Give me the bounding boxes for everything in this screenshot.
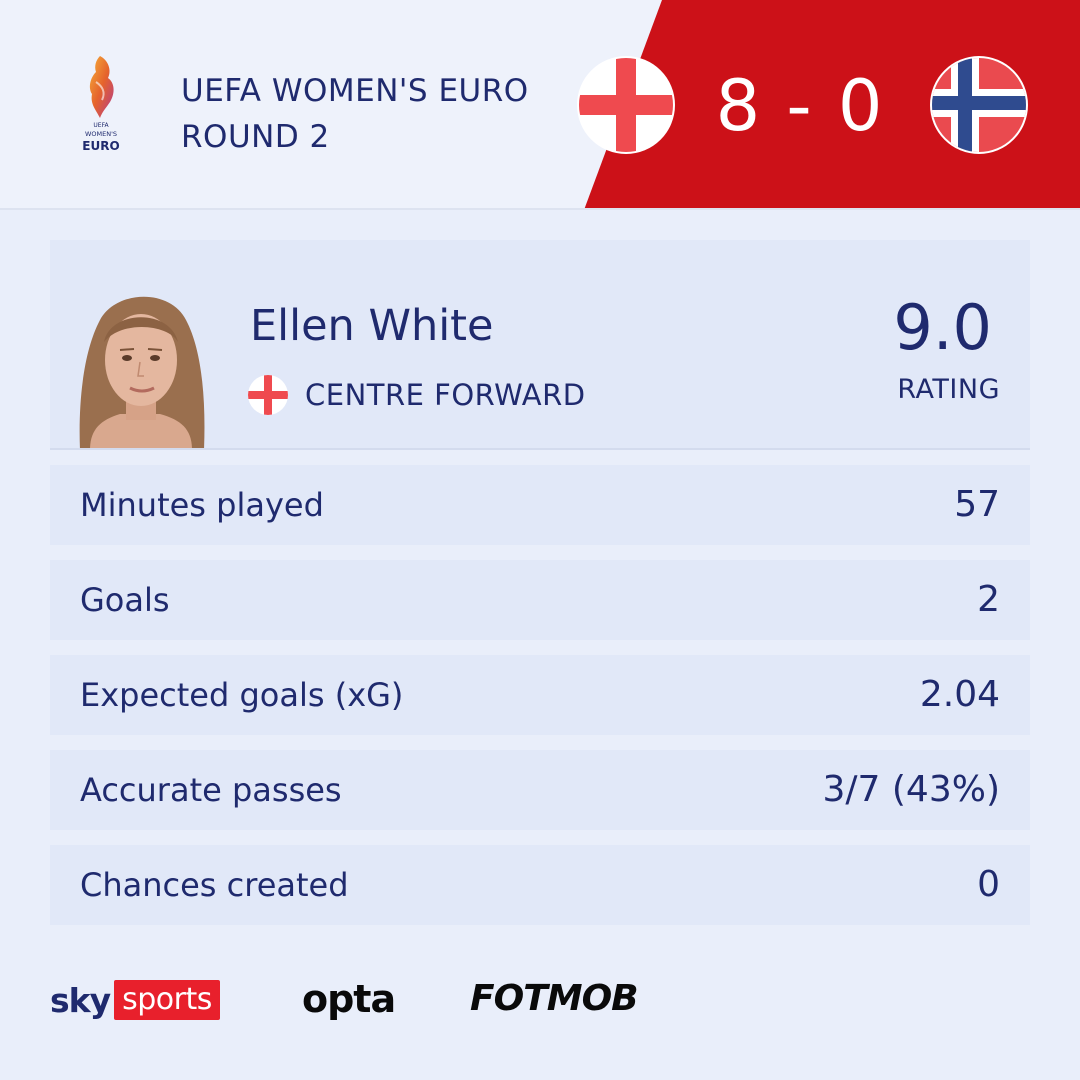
stat-row-accurate-passes: Accurate passes 3/7 (43%) bbox=[50, 750, 1030, 830]
stat-value: 57 bbox=[954, 484, 1000, 525]
stat-row-expected-goals: Expected goals (xG) 2.04 bbox=[50, 655, 1030, 735]
stat-label: Accurate passes bbox=[80, 771, 342, 809]
stat-label: Chances created bbox=[80, 866, 349, 904]
norway-flag-icon bbox=[930, 56, 1028, 154]
opta-logo: opta bbox=[302, 977, 396, 1021]
logo-text-uefa: UEFA bbox=[93, 122, 109, 129]
stat-label: Expected goals (xG) bbox=[80, 676, 404, 714]
competition-name: UEFA WOMEN'S EURO bbox=[181, 73, 529, 109]
stat-value: 2 bbox=[977, 579, 1000, 620]
stat-value: 3/7 (43%) bbox=[822, 769, 1001, 810]
match-header: UEFA WOMEN'S EURO UEFA WOMEN'S EURO ROUN… bbox=[0, 0, 1080, 210]
rating-value: 9.0 bbox=[893, 291, 992, 364]
womens-euro-trophy-icon: UEFA WOMEN'S EURO bbox=[82, 56, 120, 153]
stat-value: 2.04 bbox=[919, 674, 1000, 715]
player-photo bbox=[79, 296, 205, 448]
stat-row-chances-created: Chances created 0 bbox=[50, 845, 1030, 925]
sky-wordmark: sky bbox=[50, 980, 111, 1020]
rating-label: RATING bbox=[897, 374, 1000, 405]
stat-row-minutes-played: Minutes played 57 bbox=[50, 465, 1030, 545]
player-name: Ellen White bbox=[250, 301, 494, 351]
sports-wordmark: sports bbox=[114, 980, 220, 1020]
stat-label: Goals bbox=[80, 581, 170, 619]
stat-value: 0 bbox=[977, 864, 1000, 905]
england-flag-icon bbox=[248, 375, 288, 415]
fotmob-logo: FOTMOB bbox=[470, 978, 639, 1019]
competition-round: ROUND 2 bbox=[181, 119, 330, 155]
player-position: CENTRE FORWARD bbox=[305, 378, 586, 412]
england-flag-icon bbox=[577, 56, 675, 154]
stat-label: Minutes played bbox=[80, 486, 324, 524]
score-banner bbox=[584, 0, 1080, 208]
competition-info: UEFA WOMEN'S EURO ROUND 2 bbox=[181, 68, 529, 160]
logo-text-euro: EURO bbox=[82, 139, 119, 153]
match-score: 8 - 0 bbox=[715, 65, 885, 147]
player-card: Ellen White CENTRE FORWARD 9.0 RATING bbox=[50, 240, 1030, 450]
sky-sports-logo: sky sports bbox=[50, 978, 220, 1022]
logo-text-womens: WOMEN'S bbox=[85, 130, 117, 138]
stat-row-goals: Goals 2 bbox=[50, 560, 1030, 640]
